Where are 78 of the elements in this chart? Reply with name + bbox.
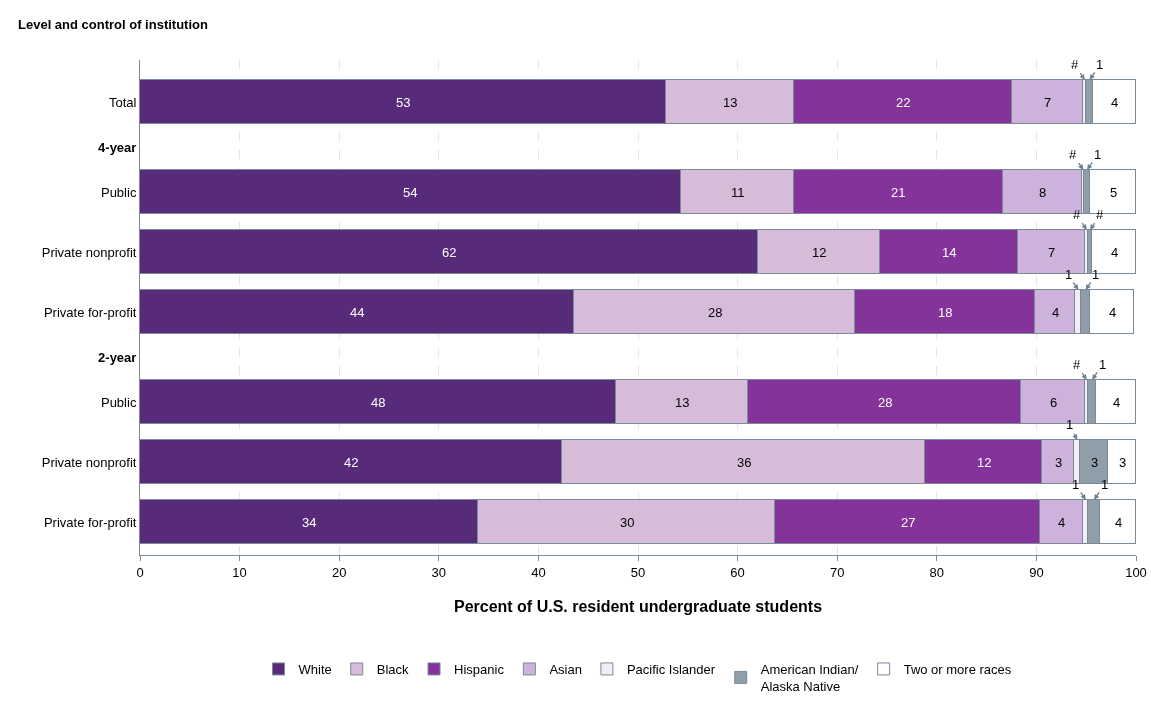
y-tick-label: Private nonprofit bbox=[41, 244, 137, 260]
data-label: 1 bbox=[1065, 267, 1073, 282]
data-label: 7 bbox=[1048, 245, 1056, 260]
data-label: 48 bbox=[371, 395, 386, 410]
y-axis-title: Level and control of institution bbox=[18, 17, 208, 32]
legend-label: Black bbox=[376, 662, 410, 678]
data-label: 28 bbox=[878, 395, 893, 410]
y-tick-label: Total bbox=[108, 94, 137, 110]
data-label: 12 bbox=[977, 455, 992, 470]
data-label: 4 bbox=[1058, 515, 1066, 530]
data-label: # bbox=[1073, 357, 1081, 372]
data-label: 1 bbox=[1092, 267, 1100, 282]
data-label: 3 bbox=[1119, 455, 1127, 470]
data-label: 1 bbox=[1072, 477, 1080, 492]
x-tick-label: 30 bbox=[431, 564, 447, 580]
data-label: 42 bbox=[344, 455, 359, 470]
legend-label: White bbox=[298, 662, 332, 678]
x-tick-label: 20 bbox=[331, 564, 347, 580]
data-label: 1 bbox=[1101, 477, 1109, 492]
data-label: 4 bbox=[1113, 395, 1121, 410]
x-tick-label: 40 bbox=[531, 564, 546, 580]
y-tick-label: Public bbox=[100, 184, 137, 200]
data-label: 6 bbox=[1050, 395, 1058, 410]
data-label: 34 bbox=[302, 515, 317, 530]
data-label: 4 bbox=[1109, 305, 1117, 320]
y-tick-label: 2-year bbox=[98, 349, 137, 365]
x-tick-label: 80 bbox=[929, 564, 945, 580]
data-label: # bbox=[1073, 207, 1081, 222]
y-tick-label: Private for-profit bbox=[43, 304, 137, 320]
data-label: # bbox=[1069, 147, 1077, 162]
legend-label: Two or more races bbox=[903, 662, 1012, 678]
x-axis-title: Percent of U.S. resident undergraduate students bbox=[453, 598, 823, 616]
data-label: 30 bbox=[620, 515, 635, 530]
data-label: 44 bbox=[350, 305, 365, 320]
x-tick-label: 0 bbox=[136, 564, 144, 580]
data-label: 14 bbox=[942, 245, 957, 260]
data-label: 8 bbox=[1039, 185, 1047, 200]
x-tick-label: 100 bbox=[1125, 564, 1147, 580]
data-label: 5 bbox=[1110, 185, 1118, 200]
data-label: 3 bbox=[1091, 455, 1099, 470]
legend-label: Pacific Islander bbox=[626, 662, 716, 678]
data-label: 28 bbox=[708, 305, 723, 320]
x-tick-label: 90 bbox=[1029, 564, 1044, 580]
x-tick-label: 10 bbox=[232, 564, 247, 580]
data-label: 1 bbox=[1099, 357, 1107, 372]
y-tick-label: Private for-profit bbox=[43, 514, 137, 530]
y-tick-label: 4-year bbox=[98, 139, 137, 155]
data-label: 13 bbox=[675, 395, 690, 410]
x-tick-label: 70 bbox=[829, 564, 845, 580]
data-label: 3 bbox=[1055, 455, 1063, 470]
data-label: 21 bbox=[891, 185, 906, 200]
data-label: 1 bbox=[1096, 57, 1104, 72]
data-label: 53 bbox=[396, 95, 411, 110]
data-label: 4 bbox=[1052, 305, 1060, 320]
x-tick-label: 50 bbox=[630, 564, 646, 580]
data-label: 4 bbox=[1115, 515, 1123, 530]
legend-label: American Indian/ Alaska Native bbox=[760, 662, 859, 694]
data-label: 1 bbox=[1066, 417, 1074, 432]
data-label: 13 bbox=[723, 95, 738, 110]
legend-label: Hispanic bbox=[454, 662, 505, 678]
legend-label: Asian bbox=[549, 662, 582, 678]
data-label: 7 bbox=[1044, 95, 1052, 110]
x-tick-label: 60 bbox=[730, 564, 745, 580]
data-label: 4 bbox=[1111, 95, 1119, 110]
data-label: 1 bbox=[1094, 147, 1102, 162]
data-label: 18 bbox=[938, 305, 953, 320]
data-label: 54 bbox=[403, 185, 418, 200]
data-label: 62 bbox=[442, 245, 457, 260]
data-label: 11 bbox=[731, 185, 745, 200]
data-label: 36 bbox=[737, 455, 752, 470]
data-label: 4 bbox=[1111, 245, 1119, 260]
y-tick-label: Public bbox=[100, 394, 137, 410]
data-label: # bbox=[1096, 207, 1104, 222]
y-tick-label: Private nonprofit bbox=[41, 454, 137, 470]
data-label: # bbox=[1071, 57, 1079, 72]
data-label: 22 bbox=[896, 95, 911, 110]
data-label: 12 bbox=[812, 245, 827, 260]
data-label: 27 bbox=[901, 515, 916, 530]
